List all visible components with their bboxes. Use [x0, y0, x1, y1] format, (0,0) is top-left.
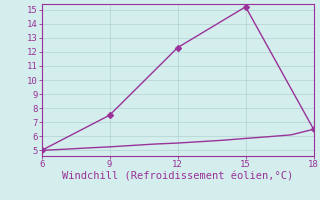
X-axis label: Windchill (Refroidissement éolien,°C): Windchill (Refroidissement éolien,°C) — [62, 172, 293, 182]
